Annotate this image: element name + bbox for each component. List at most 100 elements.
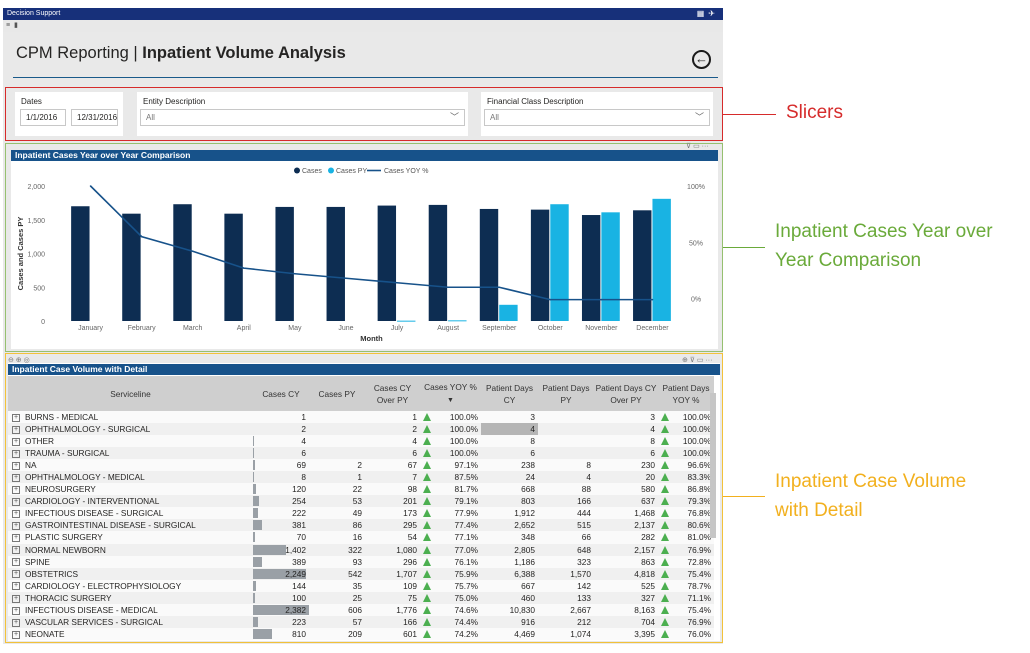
expand-icon[interactable]: +	[12, 437, 20, 446]
up-arrow-icon	[661, 629, 669, 638]
patient-days-py-cell: 66	[538, 531, 594, 544]
expand-icon[interactable]: +	[12, 413, 20, 422]
table-row[interactable]: + BURNS - MEDICAL 1 1 100.0% 3 3 100.0%	[8, 411, 714, 424]
patient-days-over-py-cell: 230	[594, 459, 658, 472]
x-tick-label: March	[183, 325, 203, 332]
expand-icon[interactable]: +	[12, 570, 20, 579]
expand-icon[interactable]: +	[12, 510, 20, 519]
up-arrow-icon	[661, 509, 669, 518]
data-bar	[253, 484, 256, 495]
page-icon[interactable]: ▮	[13, 22, 18, 29]
patient-days-over-py-cell: 4,818	[594, 567, 658, 580]
expand-icon[interactable]: +	[12, 474, 20, 483]
cases-yoy-cell: 75.0%	[420, 591, 481, 604]
patient-days-yoy-cell: 78.7%	[658, 579, 714, 592]
patient-days-py-cell: 515	[538, 519, 594, 532]
column-header[interactable]: Patient Days CY	[481, 376, 538, 411]
back-arrow-icon[interactable]: ←	[692, 50, 711, 69]
cases-over-py-cell: 1,707	[365, 567, 420, 580]
expand-icon[interactable]: +	[12, 425, 20, 434]
table-row[interactable]: + SPINE 389 93 296 76.1% 1,186 323 863 72.8%	[8, 555, 714, 568]
y2-tick-label: 50%	[689, 240, 703, 247]
cases-py-cell: 25	[309, 591, 365, 604]
column-header[interactable]: Cases YOY % ▼	[420, 376, 481, 411]
patient-days-over-py-cell: 20	[594, 471, 658, 484]
patient-days-yoy-cell-value: 72.8%	[687, 556, 711, 567]
expand-icon[interactable]: +	[12, 462, 20, 471]
column-header-label: Cases YOY %	[424, 381, 477, 392]
yoy-point	[396, 281, 398, 284]
cases-yoy-cell-value: 100.0%	[449, 424, 478, 435]
table-row[interactable]: + NA 69 2 67 97.1% 238 8 230 96.6%	[8, 459, 714, 472]
cases-yoy-cell: 74.4%	[420, 615, 481, 628]
visual-options-icon[interactable]: ⊽ ▭ ···	[686, 143, 709, 150]
table-row[interactable]: + NEUROSURGERY 120 22 98 81.7% 668 88 580 86.8%	[8, 483, 714, 496]
patient-days-over-py-cell: 8	[594, 435, 658, 448]
patient-days-py-cell: 2,667	[538, 603, 594, 616]
column-header[interactable]: Patient Days PY	[538, 376, 594, 411]
menu-icon[interactable]: ≡	[6, 22, 11, 29]
cases-over-py-cell: 1	[365, 411, 420, 424]
start-date-input[interactable]: 1/1/2016	[20, 109, 66, 126]
table-row[interactable]: + GASTROINTESTINAL DISEASE - SURGICAL 381 8…	[8, 519, 714, 532]
table-scrollbar[interactable]	[710, 393, 716, 538]
column-header-label: Patient Days CY	[485, 382, 534, 405]
up-arrow-icon	[661, 485, 669, 494]
expand-icon[interactable]: +	[12, 582, 20, 591]
patient-days-yoy-cell-value: 79.3%	[687, 496, 711, 507]
table-row[interactable]: + CARDIOLOGY - ELECTROPHYSIOLOGY 144 35 109 7…	[8, 579, 714, 592]
table-row[interactable]: + THORACIC SURGERY 100 25 75 75.0% 460 133 327 71…	[8, 591, 714, 604]
table-row[interactable]: + INFECTIOUS DISEASE - SURGICAL 222 49 173 77…	[8, 507, 714, 520]
up-arrow-icon	[423, 629, 431, 638]
expand-icon[interactable]: +	[12, 558, 20, 567]
expand-icon[interactable]: +	[12, 498, 20, 507]
table-row[interactable]: + OBSTETRICS 2,249 542 1,707 75.9% 6,388 1,570 4…	[8, 567, 714, 580]
cases-bar	[224, 213, 243, 321]
slicers-annotation-line	[723, 114, 776, 115]
up-arrow-icon	[661, 521, 669, 530]
sort-descending-icon[interactable]: ▼	[447, 396, 454, 404]
patient-days-yoy-cell-value: 76.8%	[687, 508, 711, 519]
entity-dropdown[interactable]: All ﹀	[140, 109, 465, 126]
patient-days-py-cell: 444	[538, 507, 594, 520]
table-row[interactable]: + INFECTIOUS DISEASE - MEDICAL 2,382 606 1,7…	[8, 603, 714, 616]
table-row[interactable]: + VASCULAR SERVICES - SURGICAL 223 57 166 74.…	[8, 615, 714, 628]
expand-icon[interactable]: +	[12, 618, 20, 627]
financial-dropdown[interactable]: All ﹀	[484, 109, 710, 126]
expand-icon[interactable]: +	[12, 534, 20, 543]
expand-icon[interactable]: +	[12, 486, 20, 495]
expand-icon[interactable]: +	[12, 522, 20, 531]
expand-icon[interactable]: +	[12, 594, 20, 603]
serviceline-label: INFECTIOUS DISEASE - MEDICAL	[25, 604, 158, 615]
column-header[interactable]: Cases PY	[309, 376, 365, 411]
table-row[interactable]: + PLASTIC SURGERY 70 16 54 77.1% 348 66 282 81.0%	[8, 531, 714, 544]
column-header[interactable]: Cases CY Over PY	[365, 376, 420, 411]
table-row[interactable]: + TRAUMA - SURGICAL 6 6 100.0% 6 6 100.0%	[8, 447, 714, 460]
patient-days-over-py-cell: 1,468	[594, 507, 658, 520]
column-header[interactable]: Patient Days YOY %	[658, 376, 714, 411]
cases-cy-cell: 70	[253, 531, 309, 544]
end-date-input[interactable]: 12/31/2016	[71, 109, 118, 126]
patient-days-yoy-cell-value: 100.0%	[682, 424, 711, 435]
send-icon[interactable]: ✈	[708, 9, 719, 18]
expand-icon[interactable]: +	[12, 449, 20, 458]
column-header[interactable]: Cases CY	[253, 376, 309, 411]
expand-icon[interactable]: +	[12, 630, 20, 639]
table-row[interactable]: + OTHER 4 4 100.0% 8 8 100.0%	[8, 435, 714, 448]
visual-options-icon[interactable]: ⊕ ⊽ ▭ ···	[682, 357, 713, 364]
table-row[interactable]: + NEONATE 810 209 601 74.2% 4,469 1,074 3,395 76.…	[8, 627, 714, 640]
column-header[interactable]: Serviceline	[8, 376, 253, 411]
patient-days-cy-cell: 24	[481, 471, 538, 484]
column-header[interactable]: Patient Days CY Over PY	[594, 376, 658, 411]
table-row[interactable]: + NORMAL NEWBORN 1,402 322 1,080 77.0% 2,805 64…	[8, 543, 714, 556]
table-row[interactable]: + OPHTHALMOLOGY - SURGICAL 2 2 100.0% 4 4 100.0…	[8, 423, 714, 436]
apps-grid-icon[interactable]: ▦	[696, 9, 709, 18]
cases-yoy-cell: 100.0%	[420, 435, 481, 448]
table-row[interactable]: + OPHTHALMOLOGY - MEDICAL 8 1 7 87.5% 24 4 20 83.…	[8, 471, 714, 484]
legend-cases-py-label: Cases PY	[336, 168, 367, 175]
drill-controls-icon[interactable]: ⊖ ⊕ ◎	[8, 357, 30, 364]
table-row[interactable]: + CARDIOLOGY - INTERVENTIONAL 254 53 201 79.1…	[8, 495, 714, 508]
expand-icon[interactable]: +	[12, 546, 20, 555]
cases-py-cell: 16	[309, 531, 365, 544]
expand-icon[interactable]: +	[12, 606, 20, 615]
